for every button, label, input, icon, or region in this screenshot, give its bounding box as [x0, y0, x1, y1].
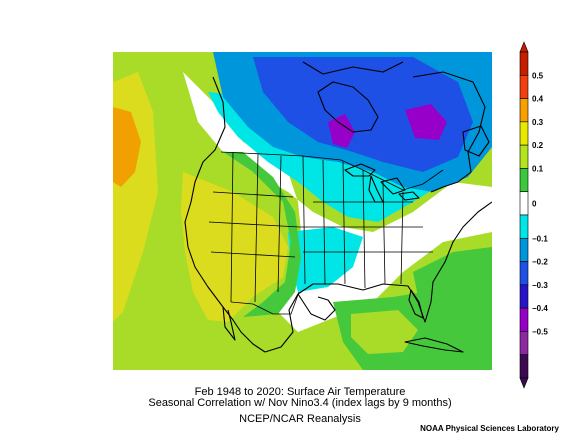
border-us-mexico: [230, 291, 300, 315]
colorbar-bin: [519, 121, 529, 146]
colorbar-arrow-bottom: [519, 377, 529, 389]
colorbar-tick-label: 0.3: [532, 118, 544, 127]
colorbar-bin: [519, 307, 529, 332]
region-caribbean-positive: [351, 310, 418, 354]
state-borders: [208, 151, 433, 303]
coastline-florida: [408, 289, 424, 319]
coastline-west: [184, 76, 266, 353]
coastline-hudson-bay: [317, 81, 379, 133]
region-pacific-strong-positive: [113, 107, 141, 187]
colorbar-bin: [519, 168, 529, 193]
figure-credit: NOAA Physical Sciences Laboratory: [420, 424, 559, 433]
coastline-cuba: [404, 337, 464, 353]
colorbar-bin: [519, 214, 529, 239]
coastline-northeast: [412, 71, 486, 193]
colorbar-tick-label: 0.5: [532, 71, 544, 80]
correlation-map: [113, 52, 492, 370]
colorbar-tick-label: −0.2: [532, 258, 548, 267]
figure-title-line1: Feb 1948 to 2020: Surface Air Temperatur…: [194, 386, 406, 398]
coastline-baja: [222, 306, 236, 341]
colorbar-labels: 0.5 0.4 0.3 0.2 0.1 0 −0.1 −0.2 −0.3 −0.4 −0.5: [532, 71, 548, 336]
colorbar-tick-label: −0.4: [532, 304, 548, 313]
figure-source: NCEP/NCAR Reanalysis: [239, 413, 361, 425]
colorbar-bin: [519, 144, 529, 169]
colorbar-bin: [519, 191, 529, 216]
colorbar-bin: [519, 261, 529, 286]
colorbar-tick-label: −0.1: [532, 234, 548, 243]
region-strong-negative: [253, 57, 473, 172]
colorbar-bin: [519, 284, 529, 309]
region-coast-slight-positive: [223, 152, 301, 317]
colorbar: 0.5 0.4 0.3 0.2 0.1 0 −0.1 −0.2 −0.3 −0.4 −0.5: [519, 41, 548, 389]
region-neutral-band: [183, 72, 492, 332]
coastline-yucatan: [297, 293, 336, 321]
colorbar-tick-label: 0.2: [532, 141, 544, 150]
colorbar-bin: [519, 98, 529, 123]
region-very-strong-negative-west: [328, 114, 355, 148]
coastline-layer: [184, 61, 492, 353]
colorbar-tick-label: 0.4: [532, 95, 544, 104]
coastline-newfoundland: [462, 125, 490, 157]
region-west-us-positive: [181, 172, 288, 322]
region-very-strong-negative-east: [405, 104, 447, 140]
border-layer: [208, 151, 444, 315]
colorbar-arrow-top: [519, 41, 529, 53]
coastline-gulf: [264, 201, 492, 353]
colorbar-bin: [519, 354, 529, 379]
colorbar-bins: [519, 41, 529, 389]
border-us-canada: [220, 151, 444, 191]
colorbar-tick-label: 0.1: [532, 164, 544, 173]
colorbar-bin: [519, 331, 529, 356]
colorbar-tick-label: −0.3: [532, 281, 548, 290]
colorbar-bin: [519, 74, 529, 99]
coastline-arctic: [302, 61, 404, 75]
colorbar-bin: [519, 237, 529, 262]
colorbar-tick-label: −0.5: [532, 327, 548, 336]
figure-title-line2: Seasonal Correlation w/ Nov Nino3.4 (ind…: [148, 397, 452, 409]
colorbar-bin: [519, 51, 529, 76]
colorbar-tick-label: 0: [532, 199, 537, 208]
